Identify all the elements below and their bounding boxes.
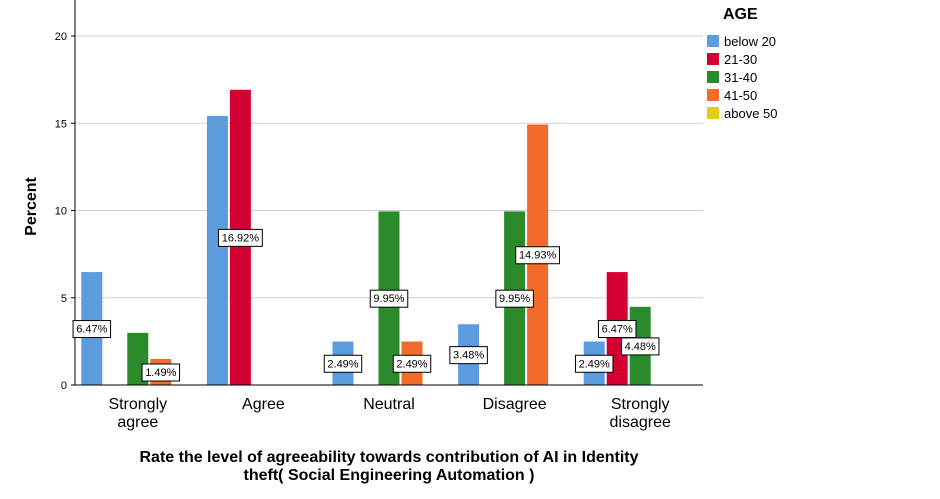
data-label-box	[449, 346, 488, 365]
bars	[81, 89, 651, 386]
data-label-text: 2.49%	[327, 358, 358, 370]
data-label-text: 6.47%	[602, 324, 633, 336]
legend-swatch	[707, 53, 719, 65]
data-label: 16.92%	[218, 228, 263, 247]
data-label-box	[495, 289, 534, 308]
x-tick-label: Agree	[242, 396, 285, 413]
legend-swatch	[707, 107, 719, 119]
data-label-box	[369, 289, 409, 308]
data-label: 2.49%	[392, 354, 432, 373]
data-label: 6.47%	[597, 320, 637, 339]
data-label-text: 14.93%	[519, 250, 557, 262]
data-label-text: 4.48%	[625, 341, 656, 353]
data-label: 14.93%	[515, 246, 561, 265]
y-tick-label: 0	[61, 380, 67, 392]
data-label: 3.48%	[449, 346, 488, 365]
data-label: 4.48%	[620, 337, 660, 356]
data-label-text: 6.47%	[76, 324, 107, 336]
x-axis-label: Rate the level of agreeability towards c…	[139, 449, 638, 484]
legend-title: AGE	[723, 6, 758, 23]
data-label-box	[218, 228, 263, 247]
y-tick-label: 10	[55, 206, 67, 218]
data-labels: 6.47% 1.49% 16.92% 2.49% 9.95% 2.49% 3.48% 9.95…	[72, 228, 660, 382]
data-label-box	[392, 354, 432, 373]
legend-swatch	[707, 35, 719, 47]
legend-label: 41-50	[724, 88, 757, 103]
data-label: 9.95%	[495, 289, 534, 308]
x-tick-label: Neutral	[363, 396, 415, 413]
data-label-text: 9.95%	[373, 293, 404, 305]
data-label: 2.49%	[574, 354, 614, 373]
data-label: 1.49%	[141, 363, 181, 382]
legend-swatch	[707, 71, 719, 83]
data-label: 6.47%	[72, 320, 112, 339]
data-label-text: 1.49%	[145, 367, 176, 379]
y-tick-label: 20	[55, 31, 67, 43]
data-label-box	[574, 354, 614, 373]
data-label-box	[597, 320, 637, 339]
data-label-text: 2.49%	[579, 358, 610, 370]
data-label-text: 9.95%	[499, 293, 530, 305]
legend-label: above 50	[724, 106, 778, 121]
legend-swatch	[707, 89, 719, 101]
data-label: 2.49%	[323, 354, 363, 373]
legend-label: 31-40	[724, 70, 757, 85]
data-label-box	[620, 337, 660, 356]
y-tick-label: 15	[55, 118, 67, 130]
data-label-box	[141, 363, 181, 382]
data-label: 9.95%	[369, 289, 409, 308]
data-label-box	[515, 246, 561, 265]
data-label-box	[323, 354, 363, 373]
legend-label: 21-30	[724, 52, 757, 67]
data-label-text: 2.49%	[396, 358, 427, 370]
data-label-box	[72, 320, 112, 339]
data-label-text: 16.92%	[222, 232, 260, 244]
legend: AGE below 20 21-30 31-40 41-50 above 50	[707, 6, 778, 121]
y-tick-label: 5	[61, 293, 67, 305]
x-tick-label: Strongly disagree	[610, 396, 671, 431]
legend-label: below 20	[724, 34, 776, 49]
data-label-text: 3.48%	[453, 350, 484, 362]
y-axis-label: Percent	[23, 176, 40, 235]
x-tick-label: Strongly agree	[108, 396, 167, 431]
bar-below-20-1	[206, 115, 228, 386]
x-axis-categories: Strongly agree Agree Neutral Disagree Strongl…	[108, 396, 671, 431]
x-tick-label: Disagree	[483, 396, 547, 413]
y-axis-ticks: 0 5 10 15 20	[55, 31, 75, 392]
